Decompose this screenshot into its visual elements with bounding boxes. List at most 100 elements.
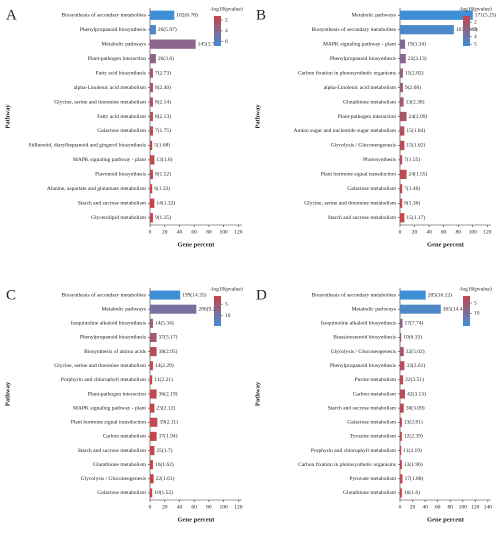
bar [150,446,155,456]
bar-label: 9(2.68) [405,84,421,91]
x-tick-label: 100 [459,504,468,510]
bar-label: 26(5.97) [158,26,177,33]
x-tick-label: 40 [177,504,183,510]
legend-tick-label: 2 [474,19,477,25]
bar [150,304,197,314]
x-tick-label: 60 [191,229,197,235]
bar-label: 286(9.27) [198,305,220,312]
category-label: MAPK signaling pathway - plant [73,405,146,411]
legend-tick-label: 5 [474,41,477,47]
category-label: Photosynthesis [363,157,396,163]
category-label: Isoquinoline alkaloid biosynthesis [71,321,146,327]
category-label: Galactose metabolism [97,128,146,134]
category-label: Galactose metabolism [347,186,396,192]
x-tick-label: 60 [435,504,441,510]
bar-label: 8(1.36) [404,200,420,207]
legend-tick-label: 3 [474,27,477,33]
bar-label: 42(3.13) [407,390,426,397]
category-label: Glycolysis / Gluconeogenesis [81,476,146,482]
category-label: Alanine, aspartate and glutamate metabol… [47,186,147,192]
x-tick-label: 80 [206,504,212,510]
category-label: Pyruvate metabolism [349,476,396,482]
x-tick-label: 100 [219,229,228,235]
category-label: Tyrosine metabolism [350,434,397,440]
bar-label: 15(1.84) [406,127,425,134]
bar [400,184,403,194]
panel-letter: D [256,287,267,303]
category-label: Porphyrin and chlorophyll metabolism [311,448,397,454]
category-label: Glycolysis / Gluconeogenesis [331,349,396,355]
category-label: Plant-pathogen interaction [88,391,146,397]
legend-tick-label: 4 [225,28,228,34]
bar-label: 39(2.11) [159,419,178,426]
category-label: Fatty acid metabolism [97,114,147,120]
legend-tick-label: 5 [474,300,477,306]
bar-label: 305(14.44) [443,305,467,312]
legend-title: -log10(pvalue) [459,5,492,12]
bar-label: 32(5.02) [406,348,425,355]
x-axis-label: Gene percent [178,516,216,523]
bar [150,68,153,78]
legend-tick-label: 6 [225,39,228,45]
bar [150,111,153,122]
legend-title: -log10(pvalue) [210,285,243,292]
y-axis-label: Pathway [254,381,261,406]
x-tick-label: 60 [441,229,447,235]
category-label: Starch and sucrose metabolism [78,448,147,454]
bar-label: 37(1.94) [159,433,178,440]
category-label: Plant hormone signal transduction [71,420,147,426]
bar [150,25,156,35]
bar [400,155,403,165]
category-label: Glycolysis / Gluconeogenesis [331,143,396,149]
category-label: Phenylpropanoid biosynthesis [330,363,396,369]
bar-label: 16(1.62) [155,461,174,468]
y-axis-label: Pathway [254,104,261,129]
bar [400,140,405,151]
panel-letter: A [6,7,17,23]
bar-label: 17(1.88) [405,475,424,482]
bar-label: 9(1.25) [155,214,171,221]
bar-label: 37(5.17) [159,334,178,341]
bar-label: 22(3.13) [408,55,427,62]
bar [150,361,153,371]
category-label: Galactose metabolism [97,490,146,496]
x-tick-label: 120 [483,229,492,235]
bar-label: 24(1.55) [409,171,428,178]
bar-label: 12(2.39) [404,433,423,440]
bar [400,126,405,136]
bar-label: 8(2.14) [155,98,171,105]
bar-label: 26(3.6) [158,55,174,62]
x-tick-label: 80 [447,504,453,510]
bar [400,431,402,441]
x-tick-label: 40 [422,504,428,510]
bar-label: 5(1.68) [154,142,170,149]
bar-label: 6(1.33) [154,185,170,192]
bar-label: 13(1.96) [404,461,423,468]
bar-label: 10(6.33) [403,334,422,341]
category-label: Carbon fixation in photosynthetic organi… [298,461,396,468]
bar-label: 14(1.32) [156,200,175,207]
bar-label: 8(2.13) [155,113,171,120]
legend-title: -log10(pvalue) [210,5,243,12]
x-tick-label: 80 [455,229,461,235]
category-label: Purine metabolism [355,377,397,383]
category-label: Phenylpropanoid biosynthesis [80,27,146,33]
bar [150,82,153,93]
x-tick-label: 20 [162,504,168,510]
bar-label: 11(2.19) [403,447,422,454]
category-label: Carbon metabolism [353,391,397,397]
bar [400,389,406,399]
category-label: Glutathione metabolism [343,99,397,105]
bar [400,82,403,93]
bar-label: 15(1.17) [406,214,425,221]
bar-label: 13(2.38) [406,98,425,105]
category-label: Plant-pathogen interaction [338,114,396,120]
bar [150,347,157,357]
bar-label: 14(5.34) [155,320,174,327]
bar [150,417,158,427]
bar [150,155,155,165]
bar [400,417,402,427]
bar [150,126,153,136]
category-label: Fatty acid biosynthesis [96,70,146,76]
bar [400,375,404,385]
